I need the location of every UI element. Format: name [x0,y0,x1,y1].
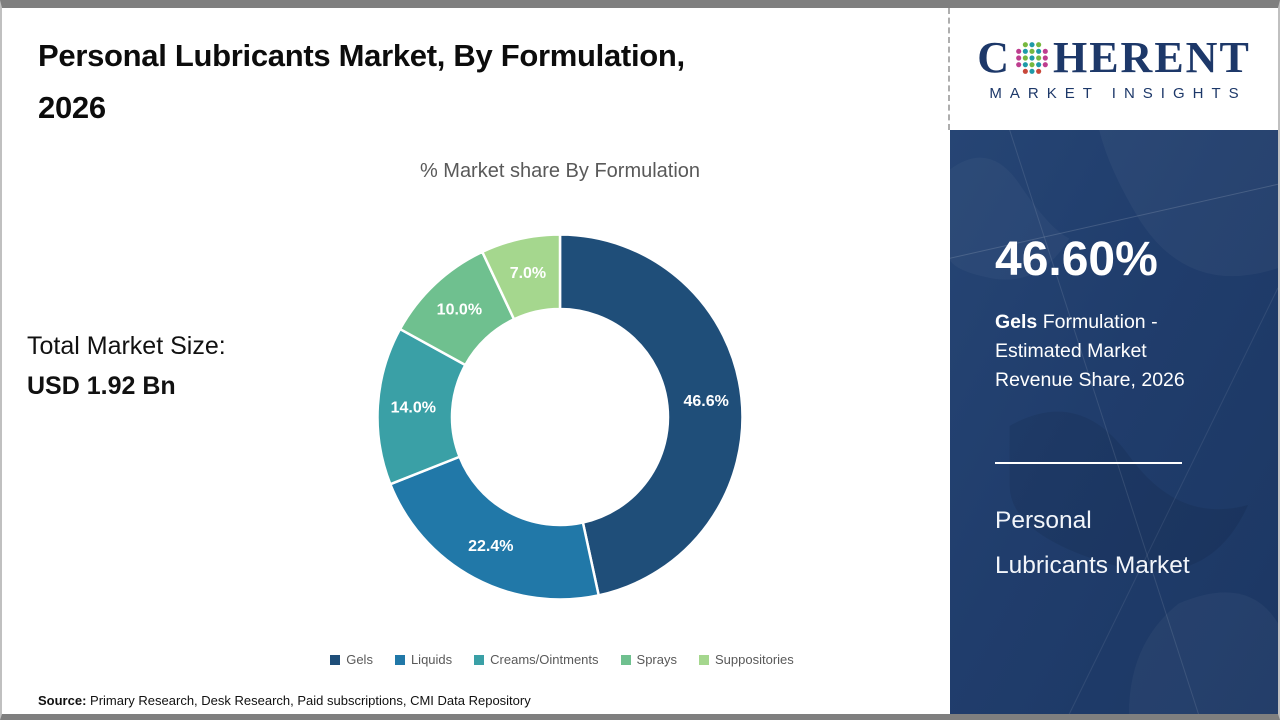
world-map-texture [950,130,1278,714]
legend-label: Creams/Ointments [490,652,599,667]
total-market-size-label: Total Market Size: [27,332,226,360]
total-market-size: Total Market Size: USD 1.92 Bn [27,326,226,406]
legend-label: Sprays [636,652,677,667]
chart-legend: Gels Liquids Creams/Ointments Sprays Supposi… [182,652,942,667]
donut-value-label: 7.0% [510,265,546,282]
coherent-logo: C HERENT MARKET INSIGHTS [950,8,1278,130]
donut-segment-gels [558,233,744,597]
legend-item-liquids: Liquids [394,652,453,667]
legend-item-creams-ointments: Creams/Ointments [474,652,599,667]
legend-swatch [620,654,631,665]
donut-value-label: 22.4% [468,538,513,555]
legend-item-gels: Gels [330,652,373,667]
logo-tagline: MARKET INSIGHTS [989,85,1247,102]
gels-share-description-bold: Gels [995,311,1038,333]
side-panel: 46.60% Gels Formulation - Estimated Mark… [950,130,1278,714]
legend-item-sprays: Sprays [620,652,677,667]
logo-letter-c: C [977,33,1011,82]
donut-chart: 46.6% 22.4% 14.0% 10.0% 7.0% [375,232,745,602]
source-label: Source: [38,693,87,708]
source-text: Primary Research, Desk Research, Paid su… [86,693,531,708]
donut-segment-liquids [389,455,600,601]
source-line: Source: Primary Research, Desk Research,… [38,693,531,708]
donut-value-label: 46.6% [683,393,728,410]
dashed-separator [948,8,950,130]
page-title-line-2: 2026 [38,90,106,125]
coherent-globe-icon [1016,42,1048,74]
legend-swatch [474,654,485,665]
legend-label: Suppositories [715,652,794,667]
donut-chart-svg: 46.6% 22.4% 14.0% 10.0% 7.0% [376,233,744,601]
chart-title: % Market share By Formulation [419,160,701,182]
legend-swatch [699,654,709,665]
legend-swatch [394,654,405,665]
legend-label: Gels [346,652,373,667]
coherent-logo-wordmark: C HERENT [977,36,1251,80]
page-title-line-1: Personal Lubricants Market, By Formulati… [38,38,685,73]
page-title: Personal Lubricants Market, By Formulati… [38,30,868,134]
gels-share-description-rest: Formulation - Estimated Market Revenue S… [995,311,1185,391]
panel-divider [995,462,1182,464]
total-market-size-value: USD 1.92 Bn [27,372,176,400]
legend-label: Liquids [410,652,453,667]
legend-swatch [330,654,341,665]
donut-segment-suppositories [481,233,562,321]
legend-item-suppositories: Suppositories [699,652,794,667]
panel-market-title: Personal Lubricants Market [995,507,1190,579]
donut-value-label: 10.0% [437,301,482,318]
donut-value-label: 14.0% [391,399,436,416]
gels-share-description: Gels Formulation - Estimated Market Reve… [995,308,1213,395]
logo-letters-herent: HERENT [1052,33,1251,82]
gels-share-headline: 46.60% [995,233,1158,286]
